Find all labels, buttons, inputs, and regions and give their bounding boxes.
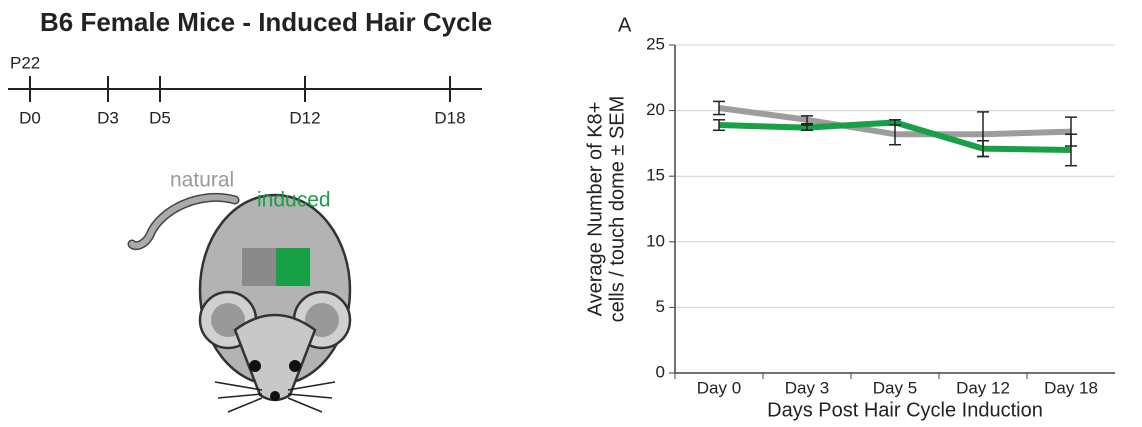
page: B6 Female Mice - Induced Hair Cycle A P2…: [0, 0, 1142, 427]
y-tick-label: 20: [646, 100, 665, 119]
y-tick-label: 0: [656, 362, 665, 381]
x-tick-label: Day 0: [697, 378, 741, 397]
y-axis-label: cells / touch dome ± SEM: [606, 96, 628, 323]
mouse-illustration: [132, 195, 350, 412]
x-tick-label: Day 3: [785, 378, 829, 397]
title: B6 Female Mice - Induced Hair Cycle: [40, 7, 492, 37]
timeline-start: P22: [10, 53, 40, 72]
timeline-label: D3: [97, 108, 119, 127]
natural-label: natural: [170, 169, 234, 192]
y-tick-label: 15: [646, 166, 665, 185]
y-tick-label: 10: [646, 231, 665, 250]
x-axis-label: Days Post Hair Cycle Induction: [767, 399, 1043, 421]
figure: B6 Female Mice - Induced Hair Cycle A P2…: [0, 0, 1142, 427]
y-tick-label: 5: [656, 297, 665, 316]
timeline-label: D5: [149, 108, 171, 127]
y-tick-label: 25: [646, 34, 665, 53]
x-tick-label: Day 18: [1044, 378, 1098, 397]
y-axis-label: Average Number of K8+: [584, 102, 606, 317]
timeline-label: D12: [289, 108, 320, 127]
timeline-label: D0: [19, 108, 41, 127]
panel-label: A: [618, 14, 632, 36]
induced-label: induced: [257, 189, 331, 212]
x-tick-label: Day 5: [873, 378, 917, 397]
timeline-label: D18: [434, 108, 465, 127]
x-tick-label: Day 12: [956, 378, 1010, 397]
